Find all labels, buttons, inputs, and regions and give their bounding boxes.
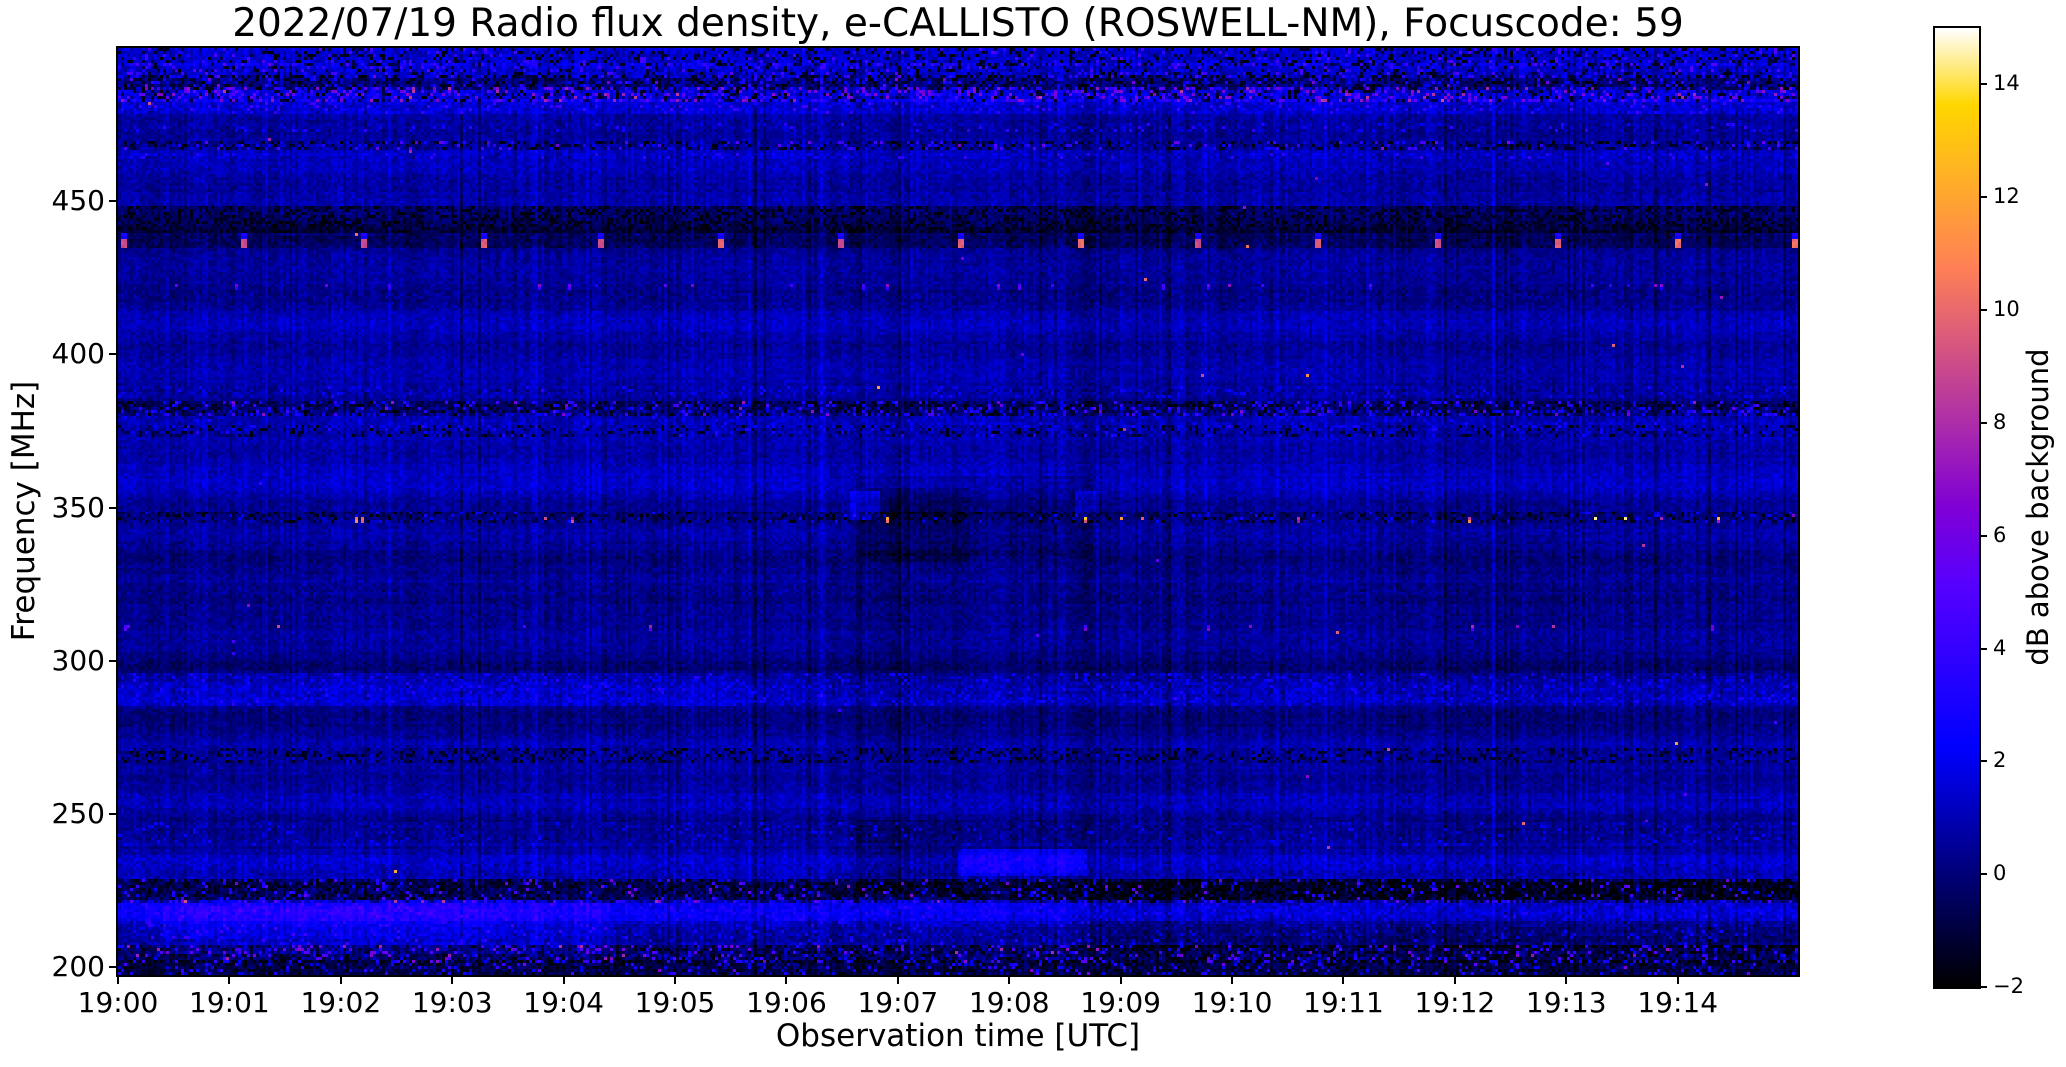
colorbar-tick-label: 0 <box>1993 861 2007 886</box>
x-tick-mark <box>562 975 565 984</box>
colorbar <box>1933 26 1981 989</box>
x-tick-label: 19:06 <box>746 986 827 1019</box>
colorbar-tick-label: 2 <box>1993 748 2007 773</box>
y-tick-label: 400 <box>51 337 105 371</box>
x-tick-label: 19:03 <box>411 986 493 1019</box>
colorbar-tick-mark <box>1979 873 1987 876</box>
x-tick-label: 19:07 <box>857 986 939 1019</box>
x-tick-mark <box>228 975 231 984</box>
colorbar-tick-label: 12 <box>1993 184 2020 209</box>
x-tick-mark <box>1676 975 1679 984</box>
y-tick-label: 350 <box>51 490 105 524</box>
colorbar-tick-mark <box>1979 986 1987 988</box>
x-tick-label: 19:00 <box>77 986 159 1019</box>
x-tick-mark <box>117 975 119 984</box>
x-tick-label: 19:14 <box>1637 986 1719 1019</box>
x-tick-mark <box>1565 975 1568 984</box>
spectrogram-plot-frame <box>116 46 1800 977</box>
y-tick-mark <box>109 813 118 816</box>
y-tick-mark <box>109 506 118 509</box>
x-tick-label: 19:04 <box>523 986 604 1019</box>
x-tick-mark <box>785 975 788 984</box>
colorbar-tick-mark <box>1979 83 1987 86</box>
colorbar-tick-mark <box>1979 309 1987 312</box>
y-tick-mark <box>109 200 118 203</box>
colorbar-tick-label: 10 <box>1993 297 2020 322</box>
colorbar-label: dB above background <box>2021 348 2055 666</box>
colorbar-tick-label: 6 <box>1993 522 2007 547</box>
y-tick-label: 300 <box>51 643 105 677</box>
x-tick-label: 19:09 <box>1080 986 1161 1019</box>
x-tick-label: 19:08 <box>968 986 1050 1019</box>
x-tick-label: 19:05 <box>634 986 716 1019</box>
x-tick-mark <box>451 975 454 984</box>
x-tick-mark <box>1342 975 1345 984</box>
colorbar-tick-mark <box>1979 760 1987 763</box>
colorbar-tick-mark <box>1979 196 1987 199</box>
x-tick-mark <box>339 975 342 984</box>
y-tick-label: 250 <box>51 797 105 831</box>
x-tick-mark <box>1008 975 1011 984</box>
colorbar-tick-mark <box>1979 534 1987 537</box>
y-tick-label: 200 <box>51 950 105 984</box>
x-tick-mark <box>896 975 899 984</box>
x-tick-label: 19:10 <box>1191 986 1273 1019</box>
colorbar-tick-mark <box>1979 421 1987 424</box>
y-tick-mark <box>109 659 118 662</box>
x-tick-label: 19:11 <box>1303 986 1384 1019</box>
y-tick-mark <box>109 966 118 969</box>
colorbar-tick-label: 4 <box>1993 635 2007 660</box>
colorbar-tick-label: −2 <box>1993 974 2024 998</box>
x-tick-mark <box>674 975 677 984</box>
colorbar-tick-mark <box>1979 647 1987 650</box>
colorbar-tick-label: 8 <box>1993 409 2007 434</box>
x-tick-mark <box>1231 975 1234 984</box>
spectrogram-heatmap <box>118 48 1798 975</box>
y-tick-label: 450 <box>51 184 105 218</box>
x-tick-mark <box>1453 975 1456 984</box>
x-tick-mark <box>1119 975 1122 984</box>
chart-title: 2022/07/19 Radio flux density, e-CALLIST… <box>232 1 1684 46</box>
colorbar-gradient <box>1935 28 1979 987</box>
x-tick-label: 19:02 <box>300 986 382 1019</box>
y-tick-mark <box>109 353 118 356</box>
x-tick-label: 19:13 <box>1525 986 1607 1019</box>
colorbar-tick-label: 14 <box>1993 71 2020 96</box>
x-tick-label: 19:01 <box>189 986 270 1019</box>
x-axis-label: Observation time [UTC] <box>775 1018 1141 1054</box>
x-tick-label: 19:12 <box>1414 986 1496 1019</box>
